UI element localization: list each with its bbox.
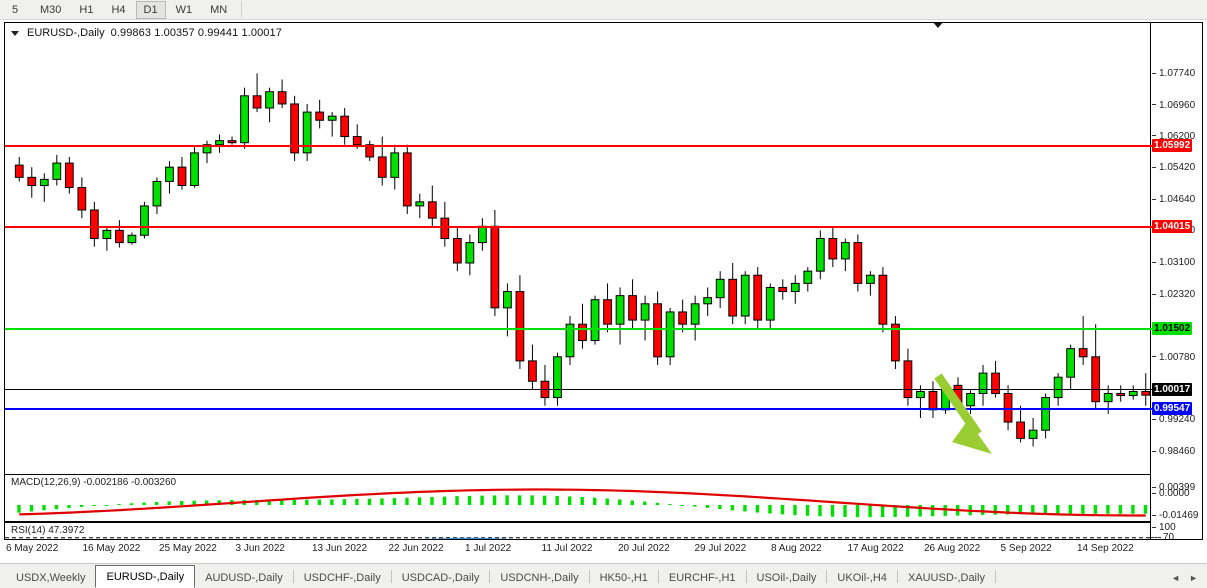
tab-divider <box>896 569 898 583</box>
tab-divider <box>657 569 659 583</box>
toolbar-divider <box>241 1 243 18</box>
macd-tick: 0.0000 <box>1151 488 1190 499</box>
price-axis[interactable]: 1.077401.069601.062001.054201.046401.038… <box>1150 23 1202 539</box>
price-tag-level-support-green[interactable]: 1.01502 <box>1152 322 1193 336</box>
rsi-tick: 70 <box>1151 532 1174 539</box>
date-axis: 6 May 2022 16 May 2022 25 May 2022 3 Jun 20… <box>4 541 1203 561</box>
tab-divider <box>588 569 590 583</box>
macd-panel[interactable]: MACD(12,26,9) -0.002186 -0.003260 <box>5 474 1152 522</box>
tab-divider <box>994 569 996 583</box>
date-tick: 13 Jun 2022 <box>312 543 368 554</box>
chart-tab-ukoil--h4[interactable]: UKOil-,H4 <box>837 571 887 584</box>
macd-series <box>17 488 1148 518</box>
triangle-down-icon[interactable] <box>11 30 19 36</box>
rsi-series <box>5 537 1152 539</box>
price-tag-level-support-blue[interactable]: 0.99547 <box>1152 401 1193 415</box>
macd-label: MACD(12,26,9) -0.002186 -0.003260 <box>10 477 178 488</box>
price-tick: 1.05420 <box>1151 162 1202 174</box>
tab-divider <box>292 569 294 583</box>
price-tick: 1.02320 <box>1151 289 1202 301</box>
level-support-blue-line[interactable] <box>5 407 1152 410</box>
date-tick: 26 Aug 2022 <box>924 543 981 554</box>
chart-tab-hk50--h1[interactable]: HK50-,H1 <box>599 571 648 584</box>
rsi-tick: 100 <box>1151 522 1176 533</box>
level-resistance-2-line[interactable] <box>5 225 1152 228</box>
macd-tick: -0.01469 <box>1151 510 1198 521</box>
price-tick: 1.06200 <box>1151 131 1202 143</box>
rsi-label: RSI(14) 47.3972 <box>10 525 86 536</box>
macd-axis: 0.00399 0.0000 -0.01469 <box>1150 474 1202 522</box>
timeframe-button-h1[interactable]: H1 <box>79 3 94 16</box>
date-tick: 29 Jul 2022 <box>694 543 747 554</box>
scroll-right-icon[interactable]: ► <box>1189 572 1198 583</box>
date-tick: 25 May 2022 <box>159 543 217 554</box>
chart-tab-usdchf--daily[interactable]: USDCHF-,Daily <box>303 571 381 584</box>
chart-tab-xauusd--daily[interactable]: XAUUSD-,Daily <box>907 571 985 584</box>
timeframe-button-m30[interactable]: M30 <box>40 3 62 16</box>
scroll-left-icon[interactable]: ◄ <box>1171 572 1181 583</box>
tab-scroll-controls[interactable]: ◄ ► <box>1171 567 1207 588</box>
date-tick: 17 Aug 2022 <box>847 543 904 554</box>
chart-header: EURUSD-,Daily 0.99863 1.00357 0.99441 1.… <box>11 26 282 40</box>
chart-frame[interactable]: EURUSD-,Daily 0.99863 1.00357 0.99441 1.… <box>4 22 1203 540</box>
date-tick: 14 Sep 2022 <box>1077 543 1134 554</box>
tab-divider <box>826 569 828 583</box>
rsi-panel[interactable]: RSI(14) 47.3972 <box>5 522 1152 539</box>
price-tick: 0.99240 <box>1151 414 1202 426</box>
date-tick: 3 Jun 2022 <box>235 543 286 554</box>
price-tick: 1.04640 <box>1151 194 1202 206</box>
price-tick: 1.07740 <box>1151 68 1202 80</box>
price-tick: 0.98460 <box>1151 446 1202 458</box>
level-support-green-line[interactable] <box>5 328 1152 331</box>
date-tick: 5 Sep 2022 <box>1000 543 1052 554</box>
chart-tab-usdx-weekly[interactable]: USDX,Weekly <box>16 571 86 584</box>
chart-tab-usdcnh--daily[interactable]: USDCNH-,Daily <box>500 571 579 584</box>
price-plot-area[interactable]: EURUSD-,Daily 0.99863 1.00357 0.99441 1.… <box>5 23 1152 539</box>
date-tick: 6 May 2022 <box>6 543 59 554</box>
price-tick: 1.06960 <box>1151 100 1202 112</box>
date-tick: 20 Jul 2022 <box>618 543 670 554</box>
timeframe-toolbar: 5 M30 H1 H4 D1 W1 MN <box>0 0 1207 20</box>
candlestick-series <box>14 73 1151 447</box>
triangle-down-marker-icon <box>932 23 944 28</box>
chart-tab-usdcad--daily[interactable]: USDCAD-,Daily <box>401 571 480 584</box>
timeframe-button-5[interactable]: 5 <box>11 3 19 16</box>
level-price-current-line[interactable] <box>5 388 1152 390</box>
price-tag-level-price-current[interactable]: 1.00017 <box>1152 382 1193 396</box>
tab-divider <box>390 569 392 583</box>
timeframe-button-d1[interactable]: D1 <box>135 0 166 19</box>
tab-divider <box>489 569 491 583</box>
price-tag-level-resistance-1[interactable]: 1.05992 <box>1152 139 1193 153</box>
macd-tick: 0.00399 <box>1151 482 1195 493</box>
date-tick: 22 Jun 2022 <box>388 543 444 554</box>
timeframe-button-mn[interactable]: MN <box>210 3 228 16</box>
timeframe-button-h4[interactable]: H4 <box>111 3 126 16</box>
chart-tab-usoil--daily[interactable]: USOil-,Daily <box>756 571 817 584</box>
price-tick: 1.00780 <box>1151 352 1202 364</box>
chart-tab-eurchf--h1[interactable]: EURCHF-,H1 <box>668 571 736 584</box>
date-tick: 11 Jul 2022 <box>541 543 593 554</box>
down-arrow-annotation[interactable] <box>930 368 1010 468</box>
chart-symbol-label: EURUSD-,Daily <box>27 27 105 39</box>
tab-divider <box>745 569 747 583</box>
date-tick: 8 Aug 2022 <box>771 543 822 554</box>
date-tick: 16 May 2022 <box>82 543 141 554</box>
chart-tabbar[interactable]: USDX,Weekly EURUSD-,Daily AUDUSD-,Daily USD… <box>0 563 1207 588</box>
chart-tab-eurusd--daily[interactable]: EURUSD-,Daily <box>95 565 196 588</box>
rsi-axis: 10070300 <box>1150 522 1202 539</box>
chart-tab-audusd--daily[interactable]: AUDUSD-,Daily <box>205 571 283 584</box>
price-tag-level-resistance-2[interactable]: 1.04015 <box>1152 219 1193 233</box>
timeframe-button-w1[interactable]: W1 <box>175 3 193 16</box>
chart-ohlc-values: 0.99863 1.00357 0.99441 1.00017 <box>110 27 282 39</box>
level-resistance-1-line[interactable] <box>5 145 1152 148</box>
date-tick: 1 Jul 2022 <box>465 543 512 554</box>
price-tick: 1.03100 <box>1151 257 1202 269</box>
